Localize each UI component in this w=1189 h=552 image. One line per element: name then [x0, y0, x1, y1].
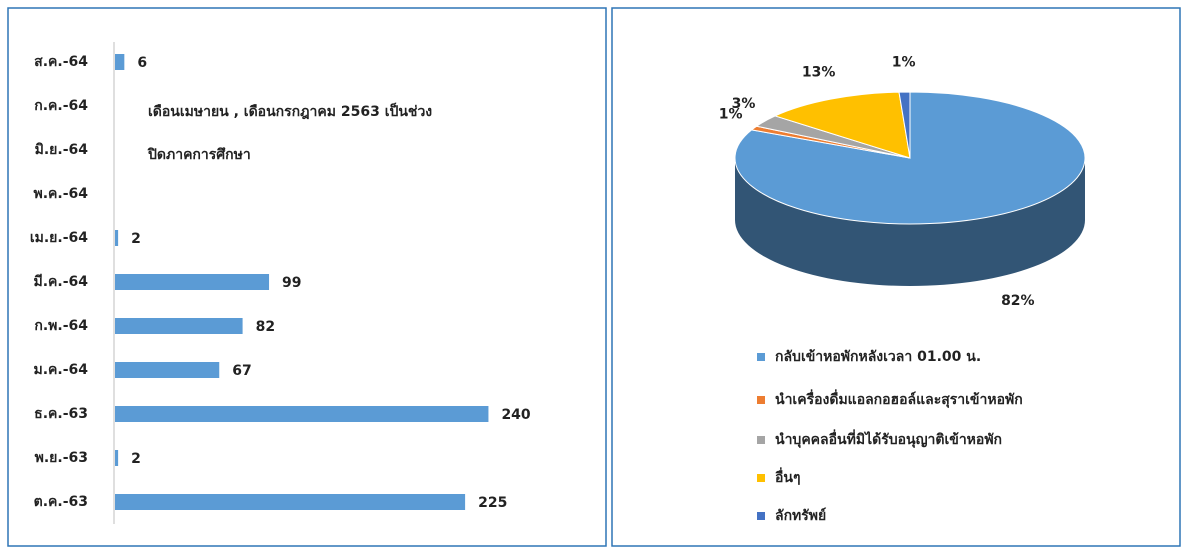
- bar: [115, 406, 489, 422]
- legend-marker: [757, 353, 765, 361]
- bar: [115, 318, 243, 334]
- data-label: 1%: [719, 107, 743, 123]
- data-label: 82%: [1001, 293, 1035, 309]
- y-tick-label: พ.ย.-63: [35, 450, 88, 466]
- bar: [115, 494, 466, 510]
- bar-panel: [7, 7, 607, 547]
- annotation: ปิดภาคการศึกษา: [147, 146, 251, 163]
- bar: [115, 274, 270, 290]
- pie-panel: [611, 7, 1181, 547]
- data-label: 67: [232, 363, 251, 379]
- data-label: 6: [137, 55, 147, 71]
- legend-marker: [757, 474, 765, 482]
- data-label: 225: [478, 495, 507, 511]
- legend-label: กลับเข้าหอพักหลังเวลา 01.00 น.: [775, 349, 981, 365]
- data-label: 99: [282, 275, 301, 291]
- bar: [115, 362, 220, 378]
- pie-side: [735, 158, 1085, 286]
- bar: [115, 230, 119, 246]
- legend-label: ลักทรัพย์: [775, 507, 826, 524]
- data-label: 3%: [732, 96, 756, 112]
- data-label: 2: [131, 231, 141, 247]
- y-tick-label: มิ.ย.-64: [35, 142, 89, 158]
- y-tick-label: ก.พ.-64: [34, 318, 88, 334]
- y-tick-label: พ.ค.-64: [33, 186, 88, 202]
- y-tick-label: ส.ค.-64: [34, 54, 88, 70]
- y-tick-label: มี.ค.-64: [33, 274, 88, 290]
- legend-label: อื่นๆ: [775, 467, 801, 486]
- annotation: เดือนเมษายน , เดือนกรกฎาคม 2563 เป็นช่วง: [148, 102, 432, 120]
- legend-label: นำเครื่องดื่มแอลกอฮอล์และสุราเข้าหอพัก: [775, 389, 1023, 408]
- data-label: 2: [131, 451, 141, 467]
- pie-slice: [773, 91, 911, 159]
- y-tick-label: ธ.ค.-63: [34, 406, 88, 422]
- data-label: 240: [501, 407, 530, 423]
- pie-slice: [898, 91, 911, 159]
- y-tick-label: เม.ย.-64: [30, 230, 88, 246]
- legend-marker: [757, 512, 765, 520]
- data-label: 82: [256, 319, 275, 335]
- legend-marker: [757, 436, 765, 444]
- y-tick-label: ต.ค.-63: [34, 494, 88, 510]
- legend-marker: [757, 396, 765, 404]
- data-label: 13%: [802, 65, 836, 81]
- y-tick-label: ม.ค.-64: [33, 362, 88, 378]
- data-label: 1%: [892, 54, 916, 70]
- bar: [115, 450, 119, 466]
- legend-label: นำบุคคลอื่นที่มิได้รับอนุญาติเข้าหอพัก: [775, 429, 1002, 448]
- y-tick-label: ก.ค.-64: [34, 98, 88, 114]
- bar: [115, 54, 125, 70]
